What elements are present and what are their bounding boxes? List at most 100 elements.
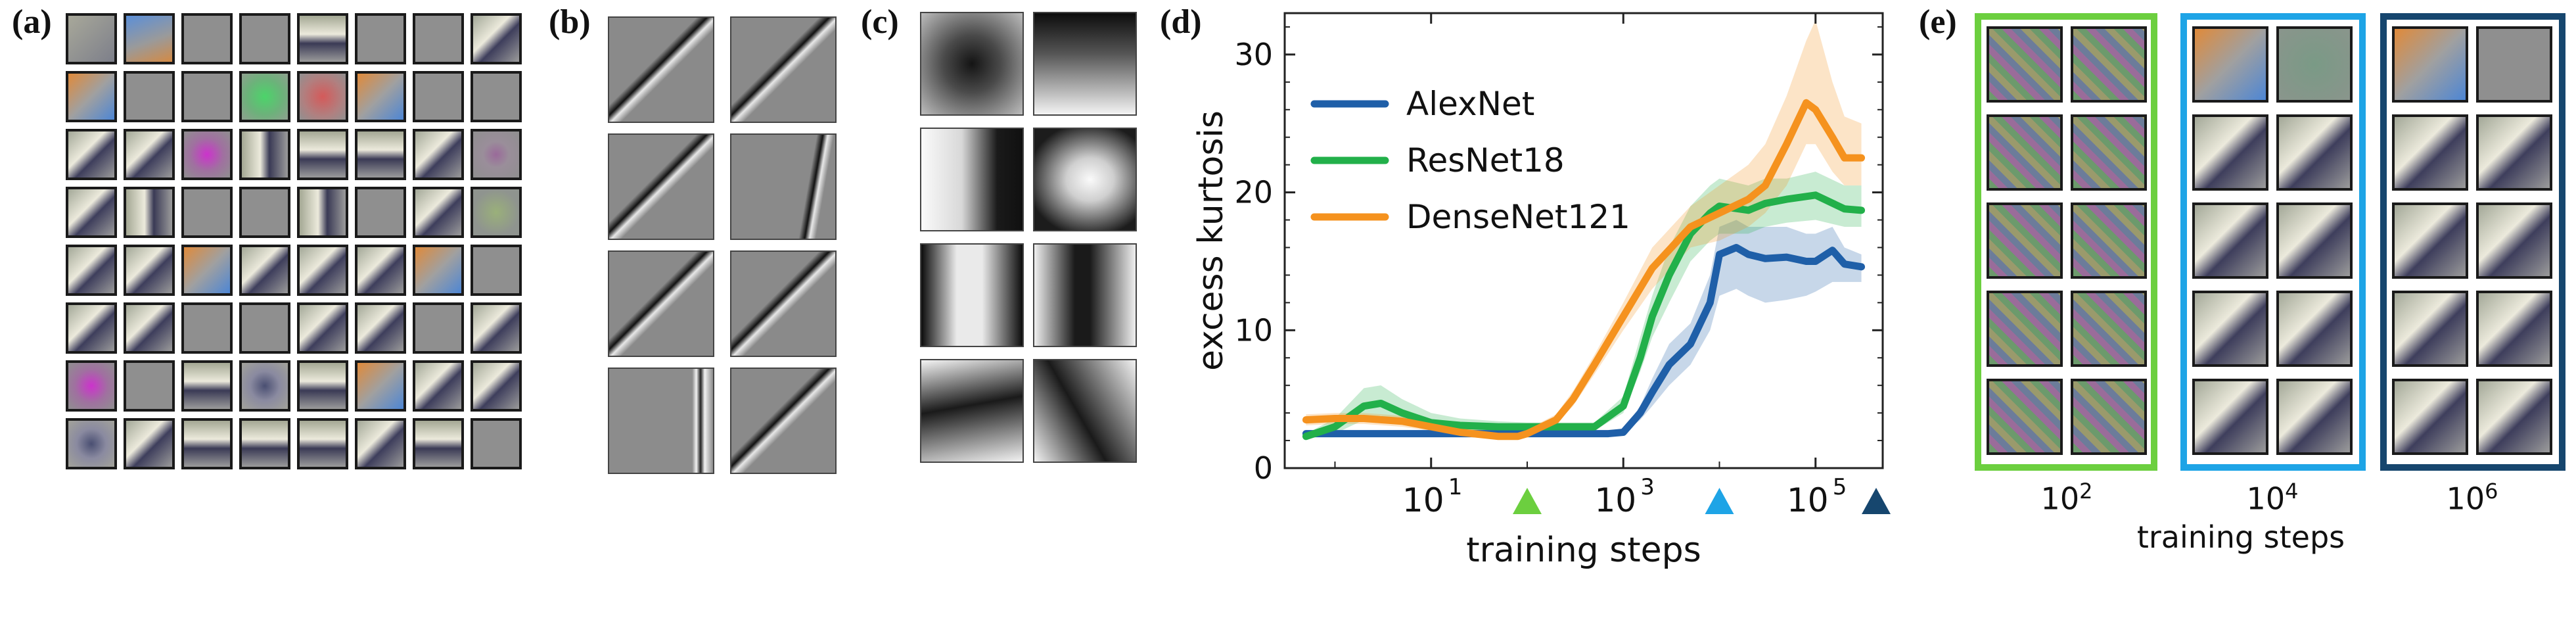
panel-label-a: (a): [12, 3, 52, 41]
panel-b-filter-tile-8: [730, 368, 837, 474]
panel-e-group-1e4-tile-2: [2276, 26, 2353, 103]
panel-a-filter-tile-19: [181, 129, 233, 180]
panel-a-filter-tile-22: [355, 129, 406, 180]
panel-a-filter-tile-17: [66, 129, 117, 180]
panel-e-group-1e6-tile-3: [2392, 114, 2468, 191]
step-marker-1: [1512, 488, 1542, 514]
panel-e-group-1e2-tile-8: [2071, 291, 2147, 367]
panel-e-group-1e6-tile-1: [2392, 26, 2468, 103]
panel-e-group-1e2-tile-5: [1987, 202, 2063, 279]
panel-a-filter-tile-43: [181, 302, 233, 354]
panel-e-group-1e6-tile-5: [2392, 202, 2468, 279]
y-tick-label-0: 0: [1254, 450, 1273, 486]
panel-b-filter-tile-5: [608, 250, 714, 357]
panel-e-group-1e4-tile-10: [2276, 379, 2353, 455]
legend-label-alexnet: AlexNet: [1406, 85, 1534, 123]
x-tick-label-1: 10: [1402, 481, 1444, 519]
panel-a-filter-tile-20: [239, 129, 290, 180]
panel-a-filter-tile-62: [355, 418, 406, 469]
panel-c-filter-tile-2: [1033, 12, 1137, 116]
panel-a-filter-tile-45: [297, 302, 348, 354]
panel-e-group-1e2-frame: [1975, 13, 2157, 471]
panel-e-group-1e2-label: 102: [2001, 479, 2132, 516]
panel-a-filter-tile-52: [239, 360, 290, 412]
panel-a-filter-tile-33: [66, 245, 117, 296]
panel-e-group-1e4-label-base: 10: [2246, 481, 2286, 517]
panel-a-filter-tile-54: [355, 360, 406, 412]
panel-e-group-1e4-tile-5: [2192, 202, 2268, 279]
panel-a-filter-tile-42: [124, 302, 175, 354]
panel-a-filter-tile-35: [181, 245, 233, 296]
panel-a-filter-tile-57: [66, 418, 117, 469]
panel-a-filter-grid: [66, 13, 526, 473]
panel-a-filter-tile-29: [297, 187, 348, 238]
x-tick-exponent-1: 1: [1448, 474, 1463, 500]
panel-e-group-1e6-label-base: 10: [2446, 481, 2485, 517]
panel-a-filter-tile-23: [413, 129, 464, 180]
x-axis-label: training steps: [1466, 531, 1701, 570]
panel-a-filter-tile-5: [297, 13, 348, 64]
panel-b-filter-tile-6: [730, 250, 837, 357]
panel-a-filter-tile-44: [239, 302, 290, 354]
panel-e-group-1e4-tile-8: [2276, 291, 2353, 367]
panel-a-filter-tile-36: [239, 245, 290, 296]
panel-b-filter-tile-2: [730, 16, 837, 123]
panel-e-group-1e6-tile-2: [2476, 26, 2552, 103]
panel-e-group-1e4-label: 104: [2207, 479, 2338, 516]
panel-e-group-1e4-label-exponent: 4: [2285, 479, 2299, 504]
panel-a-filter-tile-63: [413, 418, 464, 469]
panel-c-filter-tile-1: [920, 12, 1024, 116]
panel-a-filter-tile-46: [355, 302, 406, 354]
panel-a-filter-tile-24: [471, 129, 522, 180]
panel-e-group-1e6-tile-7: [2392, 291, 2468, 367]
panel-a-filter-tile-6: [355, 13, 406, 64]
panel-e-xlabel: training steps: [2136, 519, 2345, 555]
panel-e-group-1e6-label: 106: [2406, 479, 2538, 516]
step-marker-3: [1862, 488, 1891, 514]
panel-e-group-1e2-tile-9: [1987, 379, 2063, 455]
panel-a-filter-tile-37: [297, 245, 348, 296]
series-band-densenet121: [1306, 20, 1862, 439]
panel-a-filter-tile-38: [355, 245, 406, 296]
panel-a-filter-tile-10: [124, 71, 175, 122]
panel-a-filter-tile-51: [181, 360, 233, 412]
series-line-resnet18: [1302, 191, 1866, 440]
panel-a-filter-tile-56: [471, 360, 522, 412]
panel-e-group-1e6-tile-8: [2476, 291, 2552, 367]
panel-a-filter-tile-21: [297, 129, 348, 180]
panel-a-filter-tile-30: [355, 187, 406, 238]
panel-e-group-1e6-tile-6: [2476, 202, 2552, 279]
panel-c-filter-tile-4: [1033, 128, 1137, 231]
panel-e-group-1e2-tile-2: [2071, 26, 2147, 103]
panel-e-group-1e4-tile-3: [2192, 114, 2268, 191]
panel-e-group-1e4-tile-4: [2276, 114, 2353, 191]
panel-a-filter-tile-11: [181, 71, 233, 122]
panel-label-e: (e): [1919, 3, 1957, 41]
panel-c-filter-tile-3: [920, 128, 1024, 231]
panel-e-group-1e2-tile-10: [2071, 379, 2147, 455]
panel-e-group-1e2-tile-6: [2071, 202, 2147, 279]
y-axis-label: excess kurtosis: [1191, 110, 1231, 371]
panel-c-filter-tile-5: [920, 243, 1024, 347]
panel-b-filter-tile-3: [608, 133, 714, 240]
plot-frame: [1283, 12, 1884, 469]
panel-a-filter-tile-14: [355, 71, 406, 122]
panel-e-group-1e2-tile-4: [2071, 114, 2147, 191]
legend-label-densenet121: DenseNet121: [1406, 198, 1630, 236]
panel-a-filter-tile-47: [413, 302, 464, 354]
panel-a-filter-tile-31: [413, 187, 464, 238]
panel-a-filter-tile-50: [124, 360, 175, 412]
panel-a-filter-tile-9: [66, 71, 117, 122]
panel-a-filter-tile-32: [471, 187, 522, 238]
panel-e-group-1e2-tile-7: [1987, 291, 2063, 367]
panel-b-filter-tile-4: [730, 133, 837, 240]
panel-a-filter-tile-58: [124, 418, 175, 469]
panel-e-group-1e4-tile-6: [2276, 202, 2353, 279]
step-marker-2: [1705, 488, 1734, 514]
panel-a-filter-tile-25: [66, 187, 117, 238]
x-tick-exponent-3: 3: [1640, 474, 1655, 500]
panel-a-filter-tile-41: [66, 302, 117, 354]
panel-a-filter-tile-2: [124, 13, 175, 64]
y-tick-label-30: 30: [1234, 37, 1273, 72]
